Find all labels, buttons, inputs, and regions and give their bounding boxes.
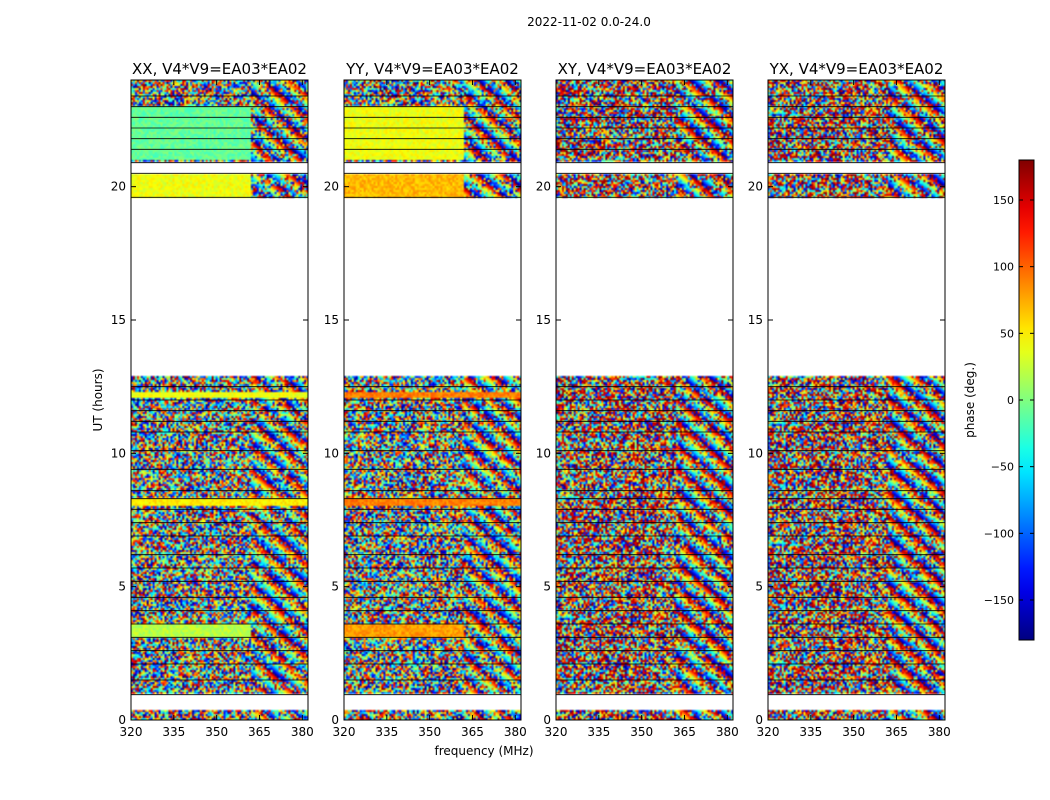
x-tick-label: 320 bbox=[120, 725, 143, 739]
y-tick-label: 15 bbox=[536, 313, 551, 327]
panel-YY: YY, V4*V9=EA03*EA02 320 335 350 365 380 0 5 10 15… bbox=[324, 60, 527, 739]
x-tick-label: 350 bbox=[842, 725, 865, 739]
y-tick-label: 0 bbox=[755, 713, 763, 727]
y-tick-label: 5 bbox=[755, 580, 763, 594]
colorbar-tick-label: 0 bbox=[1007, 394, 1014, 407]
panel-frame bbox=[343, 79, 522, 721]
y-axis-label: UT (hours) bbox=[91, 368, 105, 431]
x-tick-label: 380 bbox=[716, 725, 739, 739]
x-tick-label: 365 bbox=[248, 725, 271, 739]
colorbar-tick-label: −150 bbox=[984, 594, 1014, 607]
x-tick-label: 365 bbox=[885, 725, 908, 739]
x-tick-label: 320 bbox=[545, 725, 568, 739]
x-tick-label: 335 bbox=[375, 725, 398, 739]
colorbar-tick-label: 150 bbox=[993, 194, 1014, 207]
y-tick-label: 5 bbox=[543, 580, 551, 594]
panel-XX: XX, V4*V9=EA03*EA02 320 335 350 365 380 0 5 10 15… bbox=[111, 60, 314, 739]
panel-frame bbox=[767, 79, 946, 721]
x-tick-label: 380 bbox=[504, 725, 527, 739]
colorbar-tick-label: −50 bbox=[991, 461, 1014, 474]
x-tick-label: 350 bbox=[630, 725, 653, 739]
y-tick-label: 5 bbox=[331, 580, 339, 594]
x-tick-label: 320 bbox=[757, 725, 780, 739]
y-tick-label: 10 bbox=[324, 446, 339, 460]
panel-title: YY, V4*V9=EA03*EA02 bbox=[345, 60, 519, 78]
y-tick-label: 5 bbox=[118, 580, 126, 594]
x-tick-label: 380 bbox=[928, 725, 951, 739]
x-tick-label: 335 bbox=[162, 725, 185, 739]
x-tick-label: 320 bbox=[333, 725, 356, 739]
y-tick-label: 10 bbox=[111, 446, 126, 460]
x-tick-label: 335 bbox=[587, 725, 610, 739]
panel-title: XX, V4*V9=EA03*EA02 bbox=[132, 60, 307, 78]
colorbar-tick-label: −100 bbox=[984, 527, 1014, 540]
x-tick-label: 350 bbox=[205, 725, 228, 739]
y-tick-label: 20 bbox=[111, 180, 126, 194]
y-tick-label: 10 bbox=[748, 446, 763, 460]
panel-frame bbox=[555, 79, 734, 721]
y-tick-label: 10 bbox=[536, 446, 551, 460]
panels-group: XX, V4*V9=EA03*EA02 320 335 350 365 380 0 5 10 15… bbox=[111, 60, 951, 739]
colorbar-tick-label: 50 bbox=[1000, 327, 1014, 340]
y-tick-label: 20 bbox=[748, 180, 763, 194]
y-tick-label: 20 bbox=[536, 180, 551, 194]
figure-title: 2022-11-02 0.0-24.0 bbox=[527, 15, 651, 29]
panel-YX: YX, V4*V9=EA03*EA02 320 335 350 365 380 0 5 10 15… bbox=[748, 60, 951, 739]
x-tick-label: 365 bbox=[461, 725, 484, 739]
y-tick-label: 0 bbox=[118, 713, 126, 727]
panel-title: XY, V4*V9=EA03*EA02 bbox=[558, 60, 732, 78]
panel-title: YX, V4*V9=EA03*EA02 bbox=[769, 60, 944, 78]
y-tick-label: 15 bbox=[111, 313, 126, 327]
y-tick-label: 0 bbox=[331, 713, 339, 727]
panel-XY: XY, V4*V9=EA03*EA02 320 335 350 365 380 0 5 10 15… bbox=[536, 60, 739, 739]
panel-frame bbox=[130, 79, 309, 721]
y-tick-label: 0 bbox=[543, 713, 551, 727]
y-tick-label: 15 bbox=[748, 313, 763, 327]
x-tick-label: 380 bbox=[291, 725, 314, 739]
y-tick-label: 15 bbox=[324, 313, 339, 327]
colorbar-tick-label: 100 bbox=[993, 261, 1014, 274]
x-tick-label: 350 bbox=[418, 725, 441, 739]
y-tick-label: 20 bbox=[324, 180, 339, 194]
x-tick-label: 335 bbox=[799, 725, 822, 739]
colorbar: 150 100 50 0 −50 −100 −150 bbox=[984, 159, 1035, 641]
x-tick-label: 365 bbox=[673, 725, 696, 739]
colorbar-label: phase (deg.) bbox=[963, 362, 977, 438]
x-axis-label: frequency (MHz) bbox=[434, 744, 533, 758]
